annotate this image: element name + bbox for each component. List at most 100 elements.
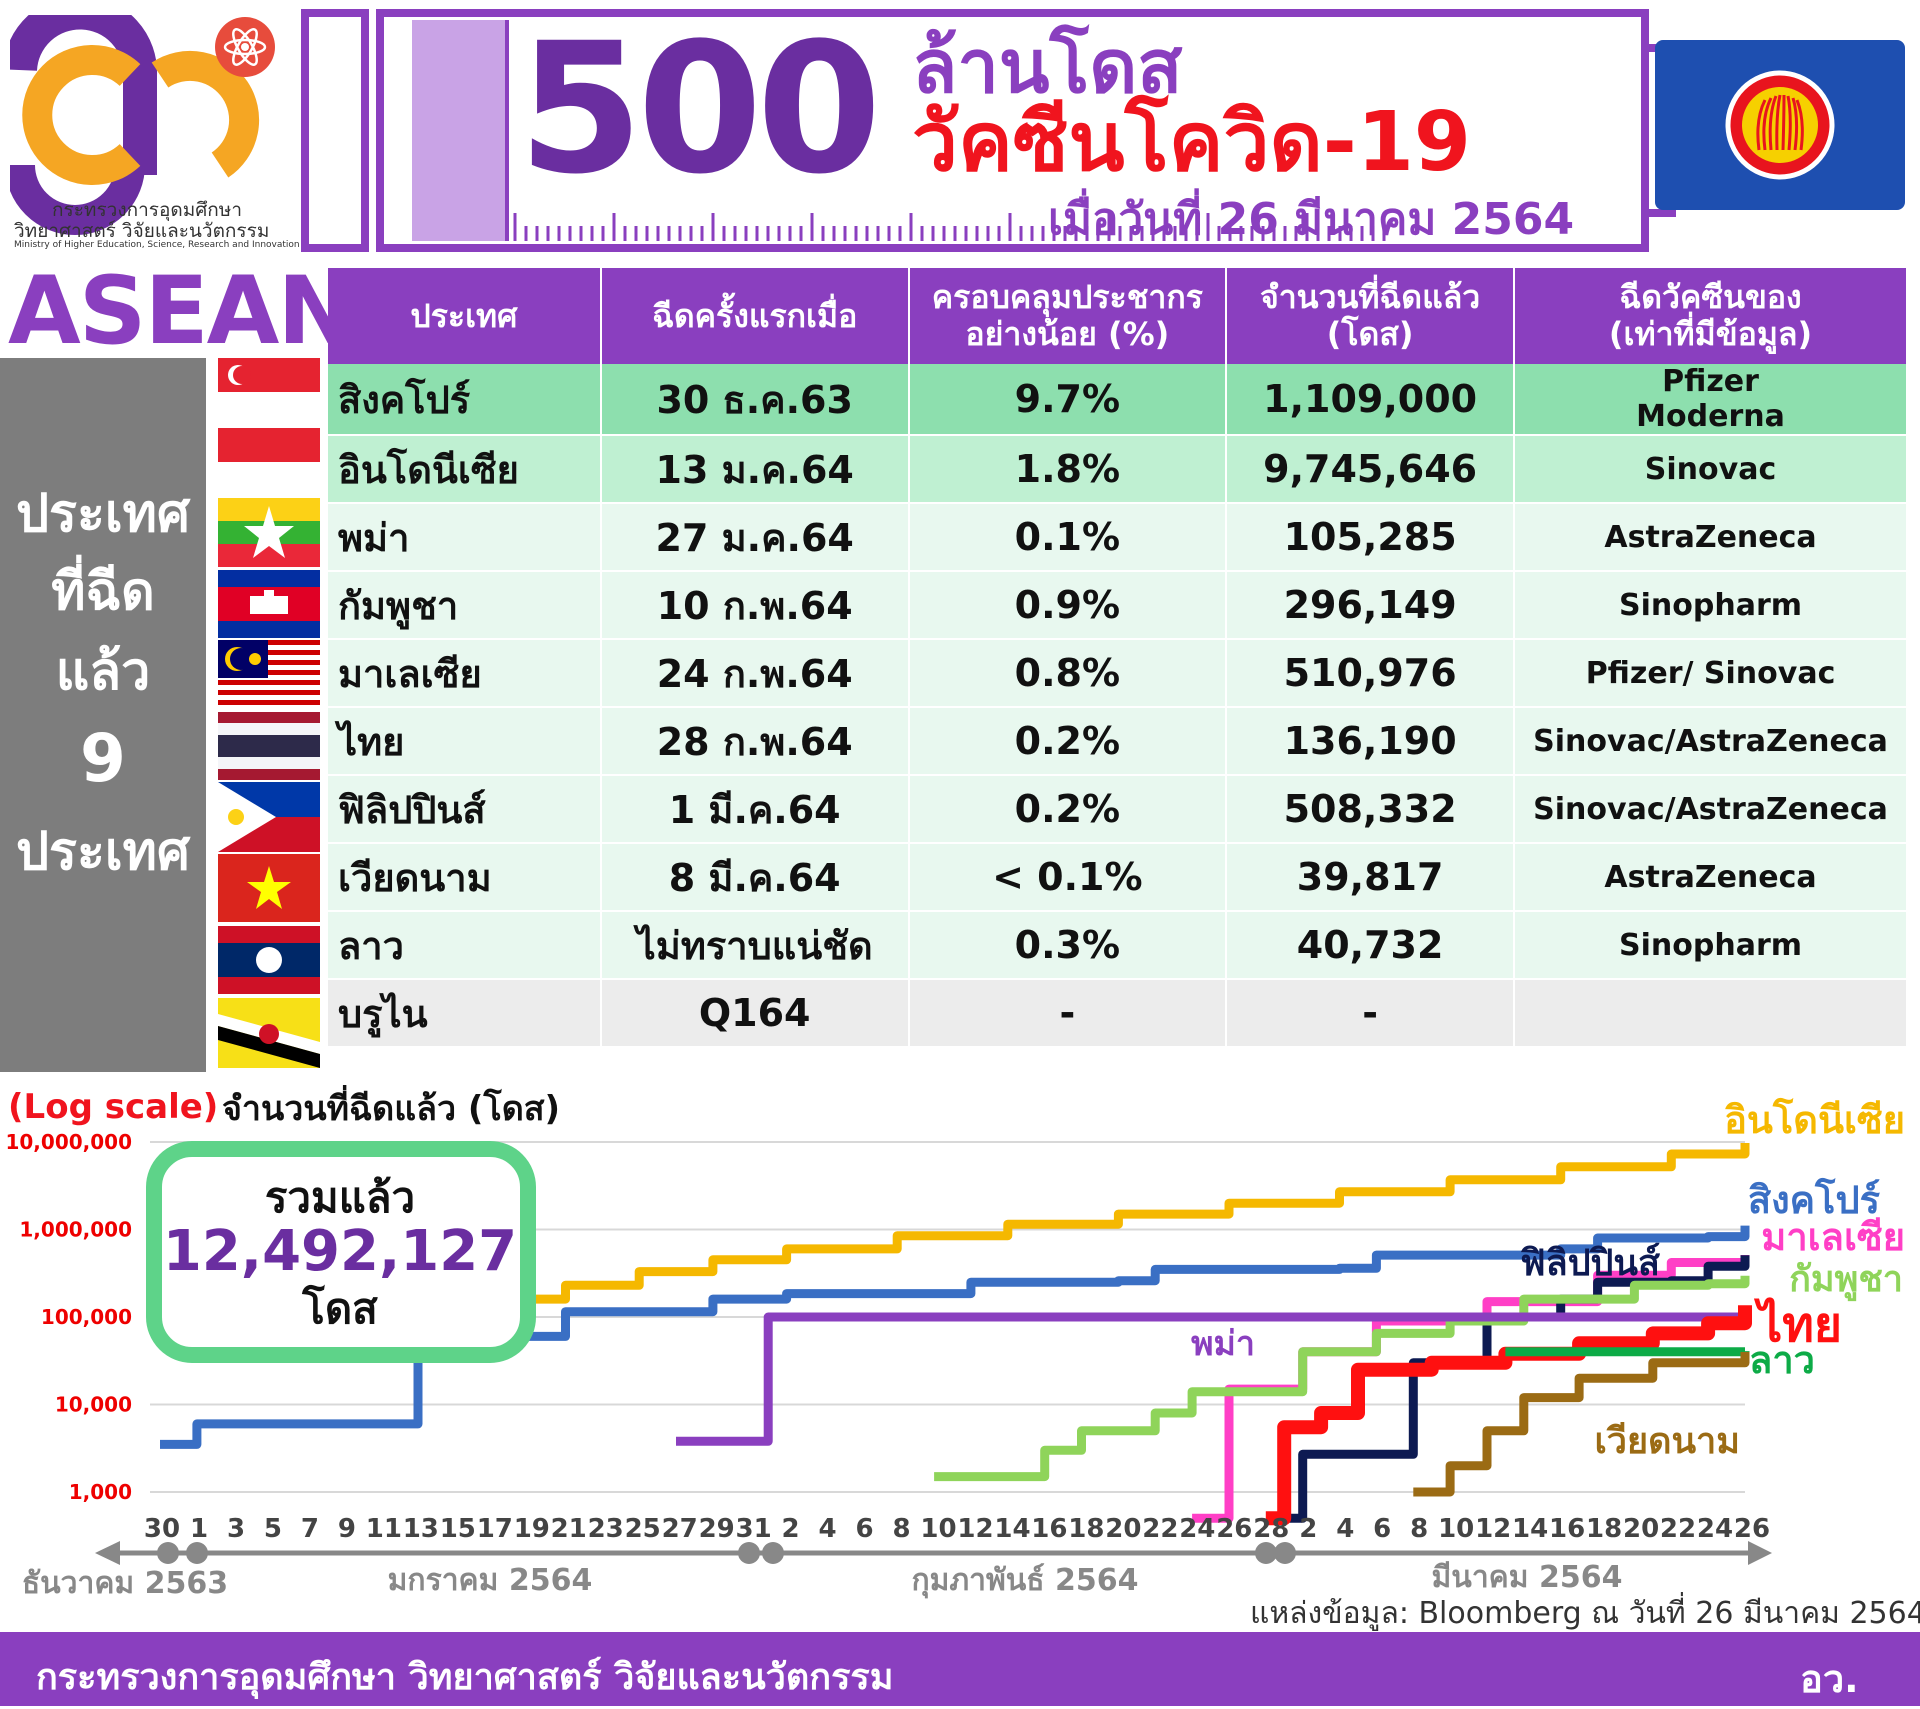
x-tick-label: 2 (782, 1514, 800, 1544)
table-row: บรูไน Q164- - (328, 979, 1908, 1048)
doses-cell: 39,817 (1226, 843, 1516, 912)
x-tick-label: 29 (699, 1514, 735, 1544)
first-dose-cell: 8 มี.ค.64 (600, 843, 910, 912)
y-tick-label: 10,000,000 (5, 1130, 132, 1154)
table-row: สิงคโปร์ 30 ธ.ค.63 9.7% 1,109,000 Pfizer Mod… (328, 364, 1908, 436)
x-tick-label: 19 (514, 1514, 550, 1544)
month-divider-dot (738, 1542, 760, 1564)
month-label: มีนาคม 2564 (1432, 1560, 1623, 1595)
header-line: ครอบคลุมประชากร (931, 278, 1203, 317)
x-tick-label: 25 (625, 1514, 661, 1544)
header-line: (โดส) (1326, 315, 1414, 353)
series-label: พม่า (1191, 1324, 1255, 1364)
series-line (1192, 1255, 1750, 1523)
coverage-cell: 0.1% (908, 503, 1228, 572)
table-row: อินโดนีเซีย 13 ม.ค.64 1.8% 9,745,646 Sinovac (328, 435, 1908, 504)
series-label: กัมพูชา (1789, 1259, 1903, 1302)
doses-cell: - (1226, 979, 1516, 1048)
month-divider-dot (157, 1542, 179, 1564)
country-cell: เวียดนาม (328, 843, 602, 912)
vaccine-cell: Sinovac/AstraZeneca (1514, 775, 1908, 844)
series-label: ฟิลิปปินส์ (1520, 1242, 1660, 1284)
month-label: กุมภาพันธ์ 2564 (911, 1563, 1138, 1599)
x-tick-label: 10 (920, 1514, 956, 1544)
ministry-name-en: Ministry of Higher Education, Science, R… (14, 240, 300, 250)
series-line (934, 1275, 1750, 1482)
x-tick-label: 24 (1179, 1514, 1215, 1544)
doses-cell: 105,285 (1226, 503, 1516, 572)
x-tick-label: 2 (1299, 1514, 1317, 1544)
table-row: เวียดนาม 8 มี.ค.64 < 0.1% 39,817 AstraZeneca (328, 843, 1908, 912)
singapore-flag (218, 358, 320, 426)
chart-title: จำนวนที่ฉีดแล้ว (โดส) (222, 1085, 560, 1129)
first-dose-cell: Q164 (600, 979, 910, 1048)
y-tick-label: 100,000 (41, 1305, 132, 1329)
total-label: รวมแล้ว (265, 1173, 415, 1222)
series-line (1265, 1305, 1752, 1526)
first-dose-cell: 30 ธ.ค.63 (600, 364, 910, 436)
country-cell: ลาว (328, 911, 602, 980)
vaccine-cell: AstraZeneca (1514, 843, 1908, 912)
vaccine-cell: AstraZeneca (1514, 503, 1908, 572)
doses-cell: 296,149 (1226, 571, 1516, 640)
country-cell: ไทย (328, 707, 602, 776)
coverage-cell: 0.2% (908, 775, 1228, 844)
table-header-row: ประเทศ ฉีดครั้งแรกเมื่อ ครอบคลุมประชากรอ… (328, 268, 1908, 364)
coverage-cell: 0.2% (908, 707, 1228, 776)
y-tick-label: 1,000 (69, 1480, 132, 1504)
series-label: มาเลเซีย (1761, 1215, 1905, 1259)
doses-cell: 510,976 (1226, 639, 1516, 708)
x-tick-label: 1 (190, 1514, 208, 1544)
country-cell: ฟิลิปปินส์ (328, 775, 602, 844)
x-tick-label: 24 (1697, 1514, 1733, 1544)
x-tick-label: 28 (1253, 1514, 1289, 1544)
first-dose-cell: 1 มี.ค.64 (600, 775, 910, 844)
vaccine-cell: Sinovac/AstraZeneca (1514, 707, 1908, 776)
column-header: ประเทศ (328, 268, 602, 364)
brunei-flag (218, 998, 320, 1068)
side-label-box (0, 358, 206, 1072)
country-cell: พม่า (328, 503, 602, 572)
axis-arrow-left (95, 1541, 120, 1565)
x-tick-label: 13 (403, 1514, 439, 1544)
country-cell: มาเลเซีย (328, 639, 602, 708)
table-row: ไทย 28 ก.พ.64 0.2% 136,190 Sinovac/AstraZene… (328, 707, 1908, 776)
coverage-cell: 9.7% (908, 364, 1228, 436)
table-row: กัมพูชา 10 ก.พ.64 0.9% 296,149 Sinopharm (328, 571, 1908, 640)
thailand-flag (218, 712, 320, 780)
vaccine-cell: Sinopharm (1514, 571, 1908, 640)
vaccine-cell: Pfizer/ Sinovac (1514, 639, 1908, 708)
vaccine-cell: Sinovac (1514, 435, 1908, 504)
axis-arrow-right (1748, 1541, 1772, 1565)
country-cell: กัมพูชา (328, 571, 602, 640)
indonesia-flag (218, 428, 320, 496)
x-tick-label: 6 (856, 1514, 874, 1544)
asean-flag (1655, 40, 1905, 210)
x-tick-label: 4 (819, 1514, 837, 1544)
header-line: อย่างน้อย (%) (965, 315, 1170, 353)
month-label: ธันวาคม 2563 (22, 1566, 228, 1601)
total-value: 12,492,127 (163, 1219, 517, 1284)
side-label-count: 9 (80, 720, 126, 797)
header-line: จำนวนที่ฉีดแล้ว (1259, 278, 1481, 317)
x-tick-label: 21 (551, 1514, 587, 1544)
x-tick-label: 6 (1373, 1514, 1391, 1544)
scale-label: (Log scale) (8, 1087, 218, 1127)
doses-cell: 9,745,646 (1226, 435, 1516, 504)
header-line: (เท่าที่มีข้อมูล) (1608, 315, 1813, 353)
column-header: ฉีดครั้งแรกเมื่อ (600, 268, 910, 364)
side-label-line: ประเทศ (16, 822, 190, 882)
x-tick-label: 3 (227, 1514, 245, 1544)
x-tick-label: 10 (1438, 1514, 1474, 1544)
x-tick-label: 26 (1216, 1514, 1252, 1544)
x-tick-label: 4 (1336, 1514, 1354, 1544)
coverage-cell: < 0.1% (908, 843, 1228, 912)
first-dose-cell: 24 ก.พ.64 (600, 639, 910, 708)
table-row: มาเลเซีย 24 ก.พ.64 0.8% 510,976 Pfizer/ Sino… (328, 639, 1908, 708)
x-tick-label: 22 (1142, 1514, 1178, 1544)
vaccine-cell: Sinopharm (1514, 911, 1908, 980)
x-tick-label: 15 (440, 1514, 476, 1544)
header-line: ฉีดวัคซีนของ (1619, 278, 1802, 317)
month-divider-dot (186, 1542, 208, 1564)
month-divider-dot (762, 1542, 784, 1564)
